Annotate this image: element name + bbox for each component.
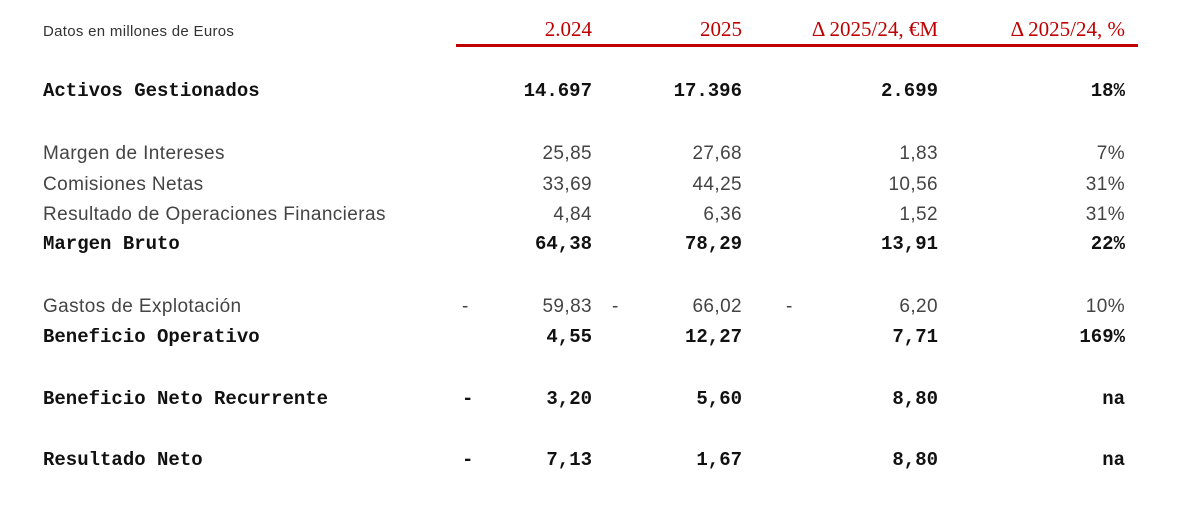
row-label: Activos Gestionados <box>43 82 260 101</box>
header-2024: 2.024 <box>544 17 592 41</box>
cell-value: 27,68 <box>692 143 742 164</box>
negative-sign: - <box>786 296 793 317</box>
cell-value: 78,29 <box>684 233 742 255</box>
negative-sign: - <box>462 388 474 410</box>
cell-value: 1,83 <box>899 143 938 164</box>
table-row: Margen Bruto 64,38 78,29 13,91 22% <box>0 235 1200 259</box>
negative-sign: - <box>462 296 469 317</box>
cell-value: 6,20 <box>899 296 938 317</box>
cell-value: 8,80 <box>892 388 938 410</box>
cell-value: 14.697 <box>523 80 592 102</box>
cell-value: 10% <box>1085 296 1125 317</box>
cell-value: 66,02 <box>692 296 742 317</box>
cell-value: 31% <box>1085 174 1125 195</box>
table-row: Margen de Intereses 25,85 27,68 1,83 7% <box>0 144 1200 168</box>
cell-value: 7,13 <box>546 449 592 471</box>
cell-value: 5,60 <box>696 388 742 410</box>
units-note: Datos en millones de Euros <box>43 23 235 40</box>
negative-sign: - <box>612 296 619 317</box>
row-label: Beneficio Neto Recurrente <box>43 390 329 409</box>
header-delta-eur: Δ 2025/24, €M <box>811 17 938 41</box>
row-label: Resultado Neto <box>43 451 203 470</box>
header-2025: 2025 <box>700 17 742 41</box>
table-row: Comisiones Netas 33,69 44,25 10,56 31% <box>0 175 1200 199</box>
row-label: Gastos de Explotación <box>43 297 242 316</box>
row-label: Beneficio Operativo <box>43 328 260 347</box>
row-label: Comisiones Netas <box>43 175 204 194</box>
cell-value: 3,20 <box>546 388 592 410</box>
cell-value: 31% <box>1085 204 1125 225</box>
cell-value: 6,36 <box>703 204 742 225</box>
row-label: Margen de Intereses <box>43 144 225 163</box>
cell-value: 2.699 <box>880 80 938 102</box>
cell-value: 64,38 <box>534 233 592 255</box>
table-row: Beneficio Neto Recurrente - 3,20 5,60 8,80 na <box>0 390 1200 414</box>
cell-value: 1,52 <box>899 204 938 225</box>
negative-sign: - <box>462 449 474 471</box>
table-row: Beneficio Operativo 4,55 12,27 7,71 169% <box>0 328 1200 352</box>
header-divider <box>456 44 1138 47</box>
cell-value: 10,56 <box>888 174 938 195</box>
cell-value: 59,83 <box>542 296 592 317</box>
table-row: Resultado de Operaciones Financieras 4,84… <box>0 205 1200 229</box>
cell-value: 25,85 <box>542 143 592 164</box>
cell-value: 22% <box>1090 233 1125 255</box>
cell-value: 169% <box>1079 326 1125 348</box>
cell-value: 8,80 <box>892 449 938 471</box>
table-row: Gastos de Explotación - - -59,83 66,02 6,20 10… <box>0 297 1200 321</box>
table-row: Resultado Neto - 7,13 1,67 8,80 na <box>0 451 1200 475</box>
cell-value: 4,55 <box>546 326 592 348</box>
cell-value: 7,71 <box>892 326 938 348</box>
header-delta-pct: Δ 2025/24, % <box>1010 17 1125 41</box>
cell-value: 12,27 <box>684 326 742 348</box>
cell-value: 1,67 <box>696 449 742 471</box>
cell-value: 33,69 <box>542 174 592 195</box>
cell-value: na <box>1102 388 1125 410</box>
cell-value: 13,91 <box>880 233 938 255</box>
cell-value: 4,84 <box>553 204 592 225</box>
cell-value: 18% <box>1090 80 1125 102</box>
row-label: Margen Bruto <box>43 235 180 254</box>
table-row: Activos Gestionados 14.697 17.396 2.699 18% <box>0 82 1200 106</box>
cell-value: 44,25 <box>692 174 742 195</box>
cell-value: na <box>1102 449 1125 471</box>
cell-value: 17.396 <box>673 80 742 102</box>
row-label: Resultado de Operaciones Financieras <box>43 205 386 224</box>
cell-value: 7% <box>1096 143 1125 164</box>
